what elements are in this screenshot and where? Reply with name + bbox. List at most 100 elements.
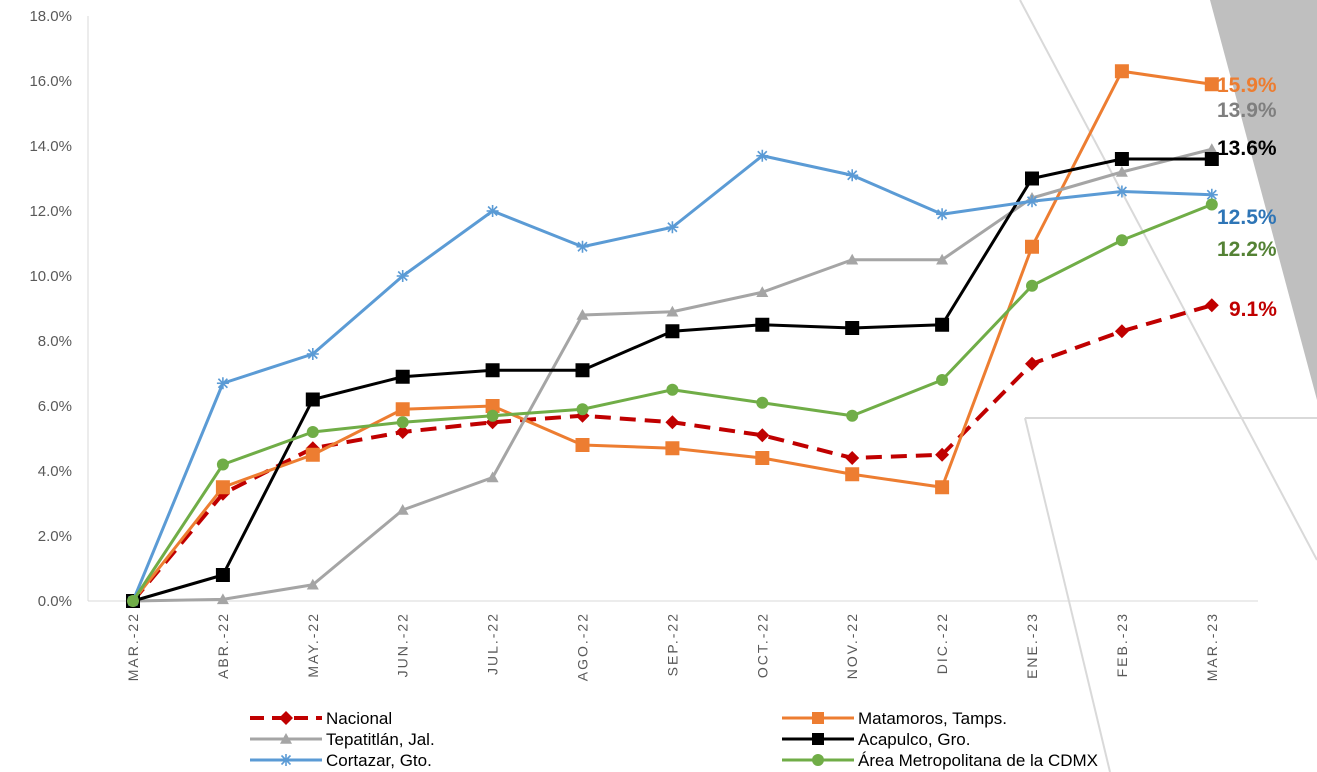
marker-star — [306, 348, 319, 360]
marker-triangle — [1205, 143, 1218, 155]
marker-square — [215, 568, 230, 582]
marker-triangle — [216, 593, 229, 605]
marker-circle — [812, 754, 824, 766]
y-tick-label: 4.0% — [38, 463, 72, 480]
marker-circle — [1115, 234, 1128, 247]
marker-star — [1115, 185, 1128, 198]
marker-circle — [306, 426, 319, 438]
decorative-background — [1019, 0, 1317, 772]
marker-circle — [756, 396, 769, 409]
marker-triangle — [1115, 166, 1128, 177]
marker-star — [1026, 195, 1038, 208]
series-area-metropolitana-de-la-cdmx — [127, 198, 1218, 607]
marker-diamond — [845, 451, 860, 465]
marker-diamond — [755, 428, 770, 443]
marker-star — [936, 208, 949, 221]
marker-square — [755, 451, 770, 465]
x-tick-label: DIC.-22 — [934, 612, 950, 674]
marker-triangle — [306, 578, 319, 590]
marker-square — [485, 363, 500, 378]
y-tick-label: 8.0% — [38, 333, 72, 350]
series-layer — [126, 64, 1219, 608]
series-line — [131, 203, 1213, 602]
y-tick-label: 0.0% — [38, 593, 72, 610]
y-tick-labels: 0.0% 2.0% 4.0% 6.0% 8.0% 10.0% 12.0% 14.0% 16.0%… — [29, 8, 72, 610]
x-tick-label: MAR.-22 — [125, 612, 141, 681]
marker-square — [845, 467, 860, 482]
marker-star — [486, 205, 499, 217]
decorative-gray-wedge — [1210, 0, 1317, 400]
marker-triangle — [846, 253, 859, 265]
y-tick-label: 16.0% — [29, 73, 72, 90]
marker-diamond — [395, 425, 410, 439]
end-labels: 9.1% 15.9%13.9% 13.6% 12.5% 12.2% — [1217, 74, 1277, 321]
end-label-nacional: 9.1% — [1229, 298, 1277, 321]
y-tick-label: 10.0% — [29, 268, 72, 285]
marker-circle — [576, 403, 589, 416]
legend-item-tepatitlan-jal: Tepatitlán, Jal. — [250, 730, 435, 749]
legend-label: Tepatitlán, Jal. — [326, 730, 435, 749]
marker-triangle — [280, 733, 292, 744]
marker-square — [755, 317, 770, 332]
x-tick-label: SEP.-22 — [664, 612, 680, 676]
marker-star — [396, 270, 409, 282]
marker-triangle — [666, 305, 679, 317]
axes — [87, 16, 1258, 602]
marker-star — [846, 169, 859, 182]
marker-circle — [396, 416, 409, 429]
y-tick-label: 18.0% — [29, 8, 72, 25]
marker-square — [575, 438, 590, 452]
marker-star — [666, 221, 679, 234]
marker-square — [1204, 77, 1219, 92]
y-tick-label: 2.0% — [38, 528, 72, 545]
legend-item-area-metropolitana-de-la-cdmx: Área Metropolitana de la CDMX — [782, 751, 1098, 770]
y-tick-label: 12.0% — [29, 203, 72, 220]
marker-triangle — [486, 471, 499, 483]
legend-item-nacional: Nacional — [250, 709, 392, 728]
marker-square — [1025, 171, 1039, 186]
x-tick-labels: MAR.-22 ABR.-22 MAY.-22 JUN.-22 JUL.-22 AGO.-… — [125, 612, 1220, 681]
marker-circle — [666, 383, 679, 396]
marker-square — [812, 733, 824, 745]
x-tick-label: NOV.-22 — [844, 612, 860, 679]
y-tick-label: 14.0% — [29, 138, 72, 155]
series-acapulco-gro — [126, 152, 1219, 608]
marker-square — [215, 480, 230, 495]
marker-square — [845, 321, 860, 335]
x-tick-label: FEB.-23 — [1114, 612, 1130, 677]
marker-star — [280, 754, 292, 766]
decorative-line — [1019, 0, 1317, 561]
x-tick-label: ENE.-23 — [1024, 612, 1040, 679]
legend-item-acapulco-gro: Acapulco, Gro. — [782, 730, 970, 749]
marker-diamond — [665, 415, 680, 430]
x-tick-label: ABR.-22 — [215, 612, 231, 679]
legend-label: Acapulco, Gro. — [858, 730, 970, 749]
marker-star — [216, 377, 229, 390]
legend-item-cortazar-gto: Cortazar, Gto. — [250, 751, 432, 770]
marker-circle — [936, 374, 949, 386]
marker-diamond — [1025, 356, 1039, 371]
marker-circle — [486, 409, 499, 422]
y-tick-label: 6.0% — [38, 398, 72, 415]
marker-star — [576, 240, 589, 253]
x-tick-label: JUL.-22 — [485, 612, 501, 675]
x-tick-label: JUN.-22 — [395, 612, 411, 677]
x-tick-label: MAR.-23 — [1204, 612, 1220, 681]
marker-square — [305, 447, 320, 462]
marker-diamond — [1204, 298, 1219, 313]
marker-diamond — [279, 711, 293, 725]
marker-circle — [1205, 198, 1218, 211]
marker-star — [756, 149, 769, 162]
marker-circle — [127, 595, 139, 607]
legend: Nacional Matamoros, Tamps. Tepatitlán, Jal… — [250, 709, 1098, 770]
marker-square — [665, 441, 680, 456]
marker-triangle — [396, 504, 409, 515]
marker-square — [395, 369, 410, 384]
end-label-cortazar-gto: 12.5% — [1217, 206, 1277, 229]
legend-item-matamoros-tamps: Matamoros, Tamps. — [782, 709, 1007, 728]
legend-label: Cortazar, Gto. — [326, 751, 432, 770]
marker-diamond — [935, 447, 950, 462]
x-tick-label: AGO.-22 — [575, 612, 591, 681]
marker-square — [1025, 239, 1039, 254]
marker-triangle — [756, 286, 769, 298]
